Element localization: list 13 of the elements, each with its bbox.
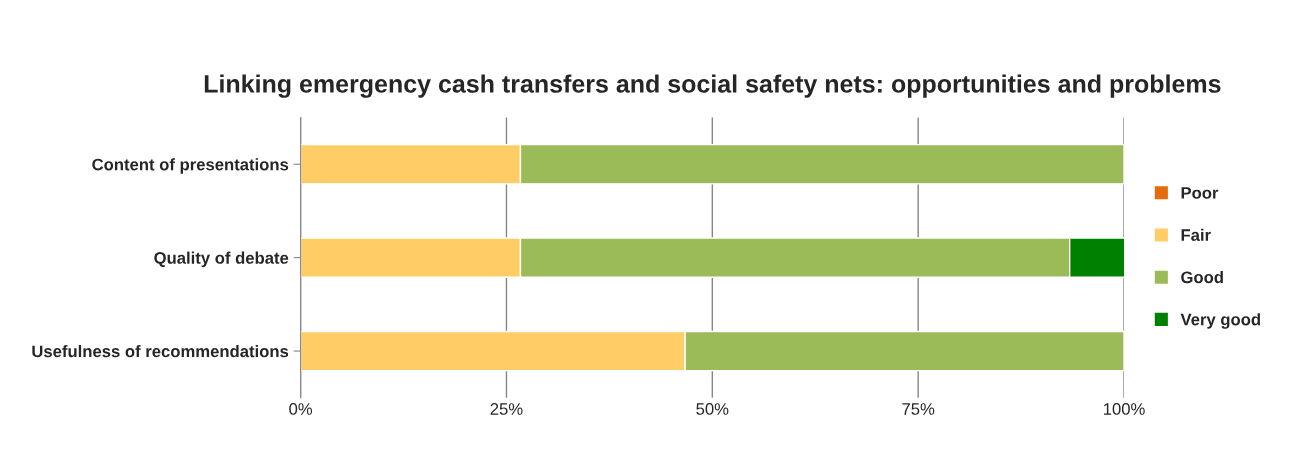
- legend-label: Poor: [1181, 187, 1219, 199]
- y-tick-label: Usefulness of recommendations: [32, 345, 289, 358]
- x-tick-label: 25%: [490, 403, 523, 415]
- y-tick-label: Content of presentations: [92, 158, 289, 174]
- x-tick-label: 75%: [902, 403, 935, 415]
- chart-title: Linking emergency cash transfers and social safety nets: opportunities and problems: [204, 74, 1221, 98]
- y-tick-label: Quality of debate: [154, 251, 289, 268]
- legend-label: Good: [1181, 270, 1223, 284]
- x-tick-label: 50%: [696, 403, 729, 415]
- x-tick-label: 0%: [289, 403, 313, 415]
- x-tick-label: 100%: [1103, 403, 1145, 415]
- legend-label: Fair: [1181, 228, 1211, 241]
- legend-label: Very good: [1180, 313, 1260, 329]
